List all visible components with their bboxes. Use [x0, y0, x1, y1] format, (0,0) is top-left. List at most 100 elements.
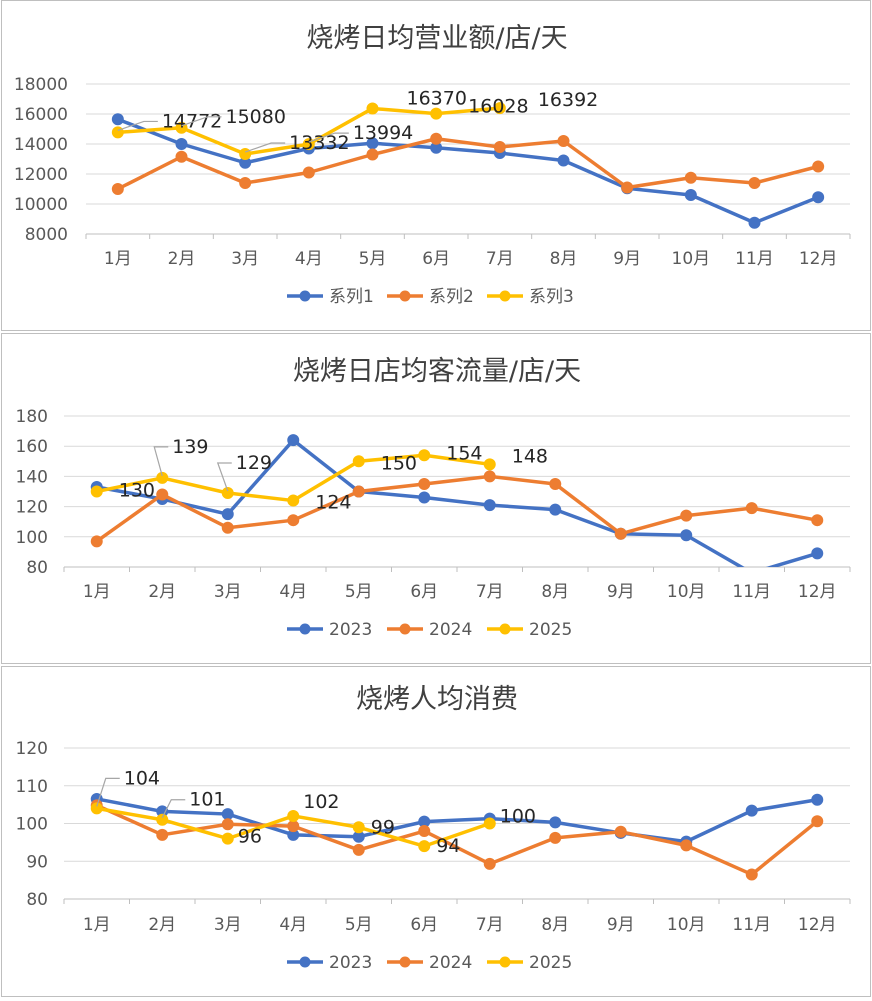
- chart-panel-traffic: 烧烤日店均客流量/店/天 80 100 120 140 160 180 1月 2月 3月 4月 5月 6…: [1, 333, 871, 664]
- plot-area: [90, 434, 824, 579]
- data-point: [483, 499, 496, 512]
- x-tick-label: 12月: [798, 915, 837, 935]
- data-label: 13332: [289, 132, 349, 154]
- data-point: [352, 485, 365, 498]
- data-point: [812, 191, 825, 204]
- x-tick-label: 4月: [279, 915, 307, 935]
- x-tick-label: 2月: [148, 915, 176, 935]
- y-tick-label: 80: [26, 890, 48, 910]
- data-point: [812, 160, 825, 173]
- x-tick-label: 6月: [410, 582, 438, 602]
- legend-swatch-marker: [499, 623, 511, 635]
- data-point: [748, 216, 761, 229]
- x-tick-label: 2月: [148, 582, 176, 602]
- data-point: [175, 138, 188, 150]
- data-label: 154: [446, 442, 482, 464]
- x-tick-label: 3月: [214, 582, 242, 602]
- legend-label: 系列3: [529, 287, 574, 307]
- data-point: [430, 132, 443, 145]
- revenue-line-chart: 烧烤日均营业额/店/天 8000 10000 12000 14000 16000 18000…: [14, 23, 851, 307]
- data-point: [287, 820, 300, 833]
- label-leader-line: [308, 132, 349, 143]
- y-tick-label: 12000: [14, 165, 68, 185]
- legend-swatch-marker: [499, 956, 511, 968]
- data-label: 15080: [226, 106, 286, 128]
- chart-title: 烧烤日均营业额/店/天: [306, 23, 567, 54]
- series-line-2023: [95, 438, 819, 567]
- x-tick-label: 6月: [410, 915, 438, 935]
- data-point: [221, 832, 234, 845]
- legend-label: 系列2: [429, 287, 474, 307]
- x-tick-label: 6月: [422, 249, 450, 269]
- data-point: [287, 809, 300, 822]
- legend-label: 2025: [529, 620, 572, 640]
- label-leader-line: [96, 777, 120, 807]
- data-point: [684, 171, 697, 184]
- x-tick-label: 7月: [476, 915, 504, 935]
- data-point: [483, 470, 496, 483]
- y-tick-label: 10000: [14, 195, 68, 215]
- series-line-2023: [95, 797, 819, 844]
- y-tick-label: 16000: [14, 105, 68, 125]
- data-point: [745, 502, 758, 515]
- y-tick-label: 80: [26, 558, 48, 578]
- x-tick-label: 12月: [798, 582, 837, 602]
- x-tick-label: 3月: [231, 249, 259, 269]
- legend-label: 2025: [529, 953, 572, 973]
- x-tick-label: 9月: [607, 582, 635, 602]
- x-tick-label: 10月: [667, 915, 706, 935]
- data-point: [221, 508, 234, 521]
- chart-title: 烧烤日店均客流量/店/天: [293, 356, 581, 387]
- data-point: [111, 113, 124, 126]
- x-tick-label: 5月: [359, 249, 387, 269]
- data-point: [352, 455, 365, 468]
- y-tick-label: 100: [16, 815, 48, 835]
- data-point: [745, 804, 758, 817]
- x-tick-label: 9月: [613, 249, 641, 269]
- legend-swatch-marker: [299, 623, 311, 635]
- data-label: 148: [512, 445, 548, 467]
- data-point: [352, 821, 365, 834]
- data-label: 150: [381, 452, 417, 474]
- data-point: [549, 503, 562, 516]
- data-point: [175, 150, 188, 163]
- y-tick-label: 110: [16, 777, 48, 797]
- y-tick-label: 18000: [14, 75, 68, 95]
- chart-panel-revenue: 烧烤日均营业额/店/天 8000 10000 12000 14000 16000 18000…: [1, 0, 871, 331]
- y-tick-label: 120: [16, 498, 48, 518]
- x-tick-label: 10月: [667, 582, 706, 602]
- data-point: [811, 815, 824, 828]
- x-tick-label: 3月: [214, 915, 242, 935]
- y-tick-label: 14000: [14, 135, 68, 155]
- data-point: [614, 527, 627, 540]
- data-point: [746, 568, 757, 579]
- x-tick-label: 5月: [345, 915, 373, 935]
- data-point: [287, 494, 300, 507]
- data-point: [684, 189, 697, 201]
- x-tick-label: 1月: [104, 249, 132, 269]
- data-point: [680, 839, 693, 852]
- spend-line-chart: 烧烤人均消费 80 90 100 110 120 1月 2月 3月 4月 5月 6月 7月 8月 9月 10月…: [16, 684, 851, 973]
- x-tick-label: 8月: [541, 915, 569, 935]
- legend-swatch-marker: [399, 290, 411, 302]
- x-tick-label: 8月: [550, 249, 578, 269]
- chart-title: 烧烤人均消费: [356, 684, 518, 715]
- data-point: [90, 485, 103, 498]
- data-point: [614, 825, 627, 838]
- data-point: [745, 868, 758, 881]
- data-label: 102: [303, 791, 339, 813]
- series-line-2024: [95, 474, 819, 544]
- x-tick-label: 4月: [279, 582, 307, 602]
- x-tick-label: 9月: [607, 915, 635, 935]
- x-tick-label: 2月: [168, 249, 196, 269]
- x-tick-label: 7月: [486, 249, 514, 269]
- data-point: [418, 477, 431, 490]
- data-label: 99: [371, 816, 395, 838]
- data-point: [156, 813, 169, 826]
- data-point: [156, 488, 169, 501]
- data-point: [680, 529, 693, 542]
- data-point: [418, 840, 431, 853]
- y-tick-label: 160: [16, 437, 48, 457]
- series-line-系列2: [116, 137, 820, 191]
